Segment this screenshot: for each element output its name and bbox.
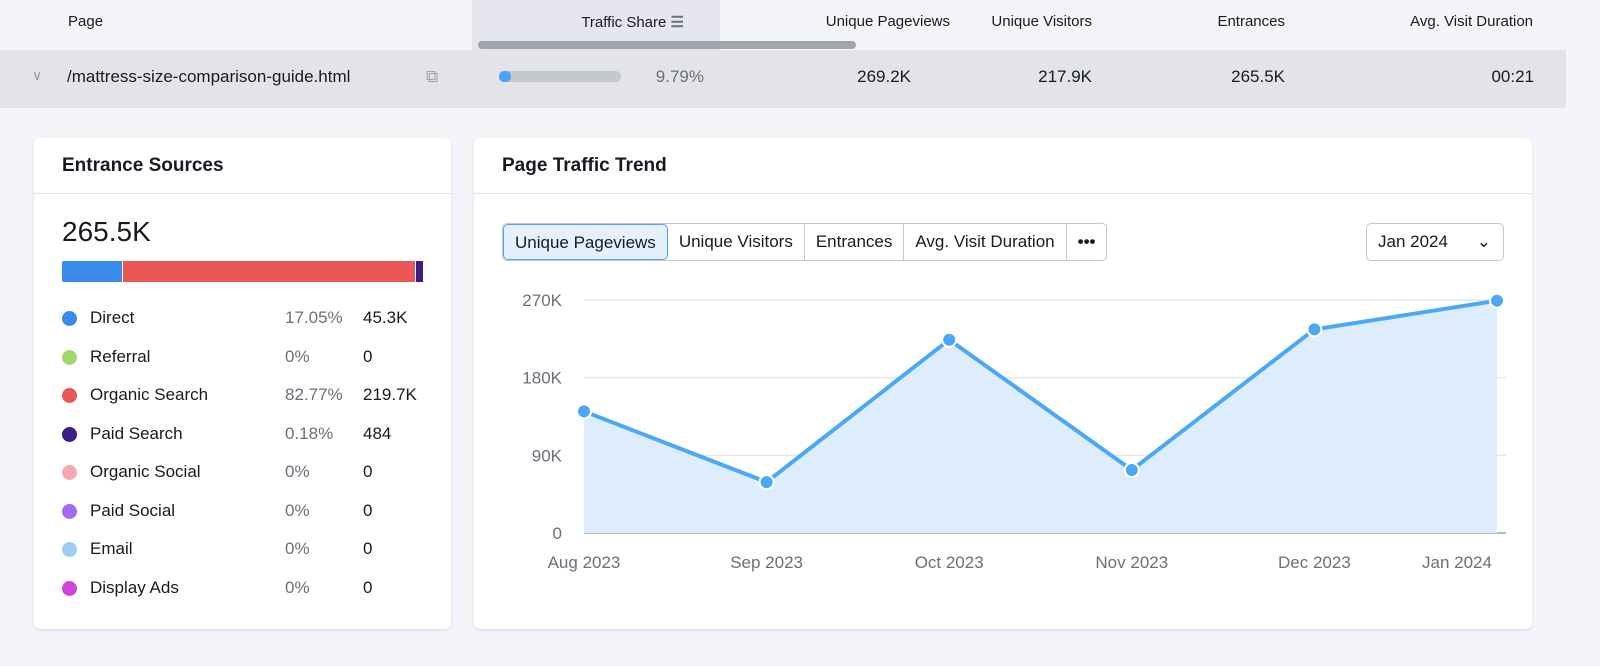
entrance-sources-card: Entrance Sources 265.5K Direct 17.05% 45… bbox=[34, 138, 451, 629]
source-pct: 0% bbox=[285, 577, 310, 597]
data-point bbox=[758, 474, 775, 491]
sort-icon[interactable]: ☰ bbox=[670, 14, 684, 31]
data-point bbox=[1306, 321, 1323, 338]
tab-entrances[interactable]: Entrances bbox=[805, 224, 905, 260]
source-value: 45.3K bbox=[363, 308, 408, 327]
y-tick-label: 0 bbox=[553, 524, 562, 543]
traffic-share-bar bbox=[499, 71, 621, 82]
source-pct: 0% bbox=[285, 346, 310, 366]
entrances-value: 265.5K bbox=[1231, 67, 1285, 86]
source-label[interactable]: Display Ads bbox=[90, 577, 179, 597]
y-tick-label: 90K bbox=[532, 446, 563, 465]
data-point bbox=[1489, 292, 1505, 309]
source-value: 219.7K bbox=[363, 385, 417, 404]
table-header: Page Traffic Share ☰ Unique Pageviews Un… bbox=[0, 0, 1600, 50]
chevron-down-icon[interactable]: ∨ bbox=[32, 67, 43, 83]
more-icon[interactable]: ••• bbox=[1077, 232, 1096, 251]
source-value: 0 bbox=[363, 346, 373, 366]
external-link-icon[interactable]: ⧉ bbox=[426, 67, 439, 86]
source-pct: 82.77% bbox=[285, 385, 343, 404]
source-value: 0 bbox=[363, 539, 373, 558]
data-point bbox=[941, 331, 958, 348]
col-traffic-share[interactable]: Traffic Share ☰ bbox=[581, 13, 684, 31]
col-label: Traffic Share bbox=[581, 14, 667, 31]
series-line bbox=[583, 298, 1498, 485]
stack-segment bbox=[415, 261, 424, 282]
col-page[interactable]: Page bbox=[68, 13, 104, 30]
source-value: 484 bbox=[363, 423, 392, 443]
stack-segment bbox=[123, 261, 416, 282]
data-point bbox=[576, 403, 592, 420]
source-pct: 0.18% bbox=[285, 423, 334, 443]
metric-tabs: Unique Pageviews Unique Visitors Entranc… bbox=[502, 223, 1108, 261]
source-pct: 0% bbox=[285, 539, 310, 558]
source-pct: 17.05% bbox=[285, 308, 343, 327]
col-unique-pageviews[interactable]: Unique Pageviews bbox=[825, 13, 950, 30]
card-title: Page Traffic Trend bbox=[474, 138, 1532, 194]
source-label[interactable]: Referral bbox=[90, 346, 151, 366]
source-label[interactable]: Paid Social bbox=[90, 500, 176, 520]
sources-stacked-bar bbox=[62, 261, 424, 282]
x-tick-label: Dec 2023 bbox=[1278, 553, 1351, 572]
x-tick-label: Nov 2023 bbox=[1095, 553, 1168, 572]
unique-visitors-value: 217.9K bbox=[1038, 67, 1092, 86]
source-label[interactable]: Paid Search bbox=[90, 423, 183, 443]
page-traffic-trend-card: Page Traffic Trend Unique Pageviews Uniq… bbox=[474, 138, 1532, 629]
x-tick-label: Oct 2023 bbox=[915, 553, 984, 572]
table-row: ∨ /mattress-size-comparison-guide.html ⧉… bbox=[0, 50, 1566, 108]
source-label[interactable]: Email bbox=[90, 539, 133, 558]
unique-pageviews-value: 269.2K bbox=[857, 67, 911, 86]
traffic-chart: 0 90K 180K 270K Aug 2023 Sep 2023 Oct 2023 Nov … bbox=[522, 291, 1506, 572]
avg-visit-duration-value: 00:21 bbox=[1491, 67, 1534, 86]
legend-dot bbox=[62, 503, 77, 519]
source-pct: 0% bbox=[285, 500, 310, 520]
tab-unique-pageviews[interactable]: Unique Pageviews bbox=[503, 224, 668, 260]
source-value: 0 bbox=[363, 500, 373, 520]
legend-dot bbox=[62, 542, 77, 557]
page-url[interactable]: /mattress-size-comparison-guide.html bbox=[67, 67, 351, 86]
legend-dot bbox=[62, 311, 77, 326]
source-pct: 0% bbox=[285, 462, 310, 481]
col-avg-visit-duration[interactable]: Avg. Visit Duration bbox=[1410, 13, 1533, 30]
y-tick-label: 180K bbox=[522, 369, 562, 388]
card-title: Entrance Sources bbox=[34, 138, 451, 194]
area-fill bbox=[584, 300, 1497, 533]
legend-dot bbox=[62, 580, 77, 596]
chevron-down-icon: ⌄ bbox=[1476, 232, 1491, 251]
col-entrances[interactable]: Entrances bbox=[1217, 13, 1285, 30]
period-value: Jan 2024 bbox=[1378, 232, 1448, 251]
source-label[interactable]: Organic Social bbox=[90, 462, 201, 481]
period-dropdown[interactable]: Jan 2024 ⌄ bbox=[1366, 223, 1504, 261]
y-tick-label: 270K bbox=[522, 291, 562, 310]
x-tick-label: Jan 2024 bbox=[1422, 553, 1492, 572]
source-value: 0 bbox=[363, 462, 373, 481]
legend-dot bbox=[62, 426, 77, 442]
entrances-total: 265.5K bbox=[62, 216, 151, 247]
source-value: 0 bbox=[363, 577, 373, 597]
x-tick-label: Sep 2023 bbox=[730, 553, 803, 572]
tab-unique-visitors[interactable]: Unique Visitors bbox=[668, 224, 805, 260]
legend-dot bbox=[62, 349, 77, 365]
source-label[interactable]: Organic Search bbox=[90, 385, 209, 404]
stack-segment bbox=[62, 261, 124, 282]
traffic-share-value: 9.79% bbox=[655, 67, 704, 86]
traffic-share-fill bbox=[499, 71, 512, 82]
data-point bbox=[1123, 462, 1140, 479]
source-label[interactable]: Direct bbox=[90, 308, 135, 327]
col-unique-visitors[interactable]: Unique Visitors bbox=[991, 13, 1092, 30]
x-tick-label: Aug 2023 bbox=[548, 553, 621, 572]
tab-avg-visit-duration[interactable]: Avg. Visit Duration bbox=[904, 224, 1067, 260]
horizontal-scrollbar[interactable] bbox=[478, 41, 856, 49]
legend-dot bbox=[62, 465, 77, 480]
legend-dot bbox=[62, 388, 77, 403]
